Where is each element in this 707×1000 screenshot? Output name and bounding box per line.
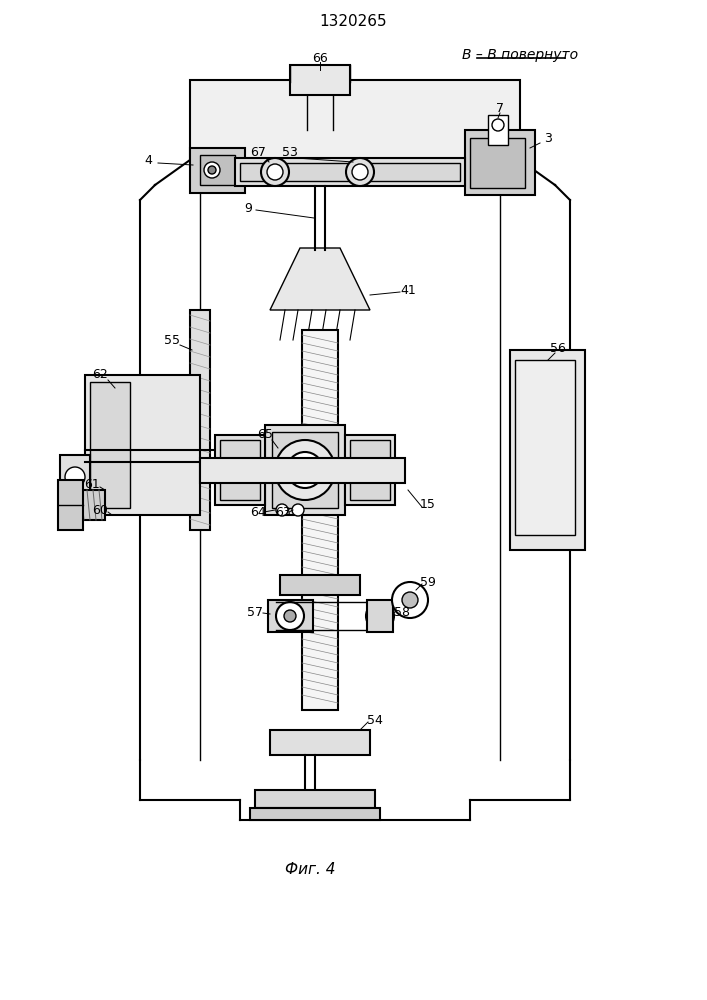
Bar (58, 480, 83, 530)
Circle shape (366, 602, 394, 630)
Text: 57: 57 (247, 605, 263, 618)
Text: 67: 67 (250, 145, 266, 158)
Bar (235, 158, 465, 186)
Text: 1320265: 1320265 (319, 14, 387, 29)
Circle shape (352, 164, 368, 180)
Bar (60, 455, 90, 500)
Bar (270, 730, 370, 755)
Text: 62: 62 (92, 368, 108, 381)
Text: 41: 41 (400, 284, 416, 296)
Circle shape (346, 158, 374, 186)
Text: 59: 59 (420, 576, 436, 588)
Text: Фиг. 4: Фиг. 4 (285, 862, 335, 878)
Text: 61: 61 (84, 479, 100, 491)
Text: 4: 4 (144, 153, 152, 166)
Bar (220, 440, 260, 500)
Circle shape (297, 462, 313, 478)
Bar (515, 360, 575, 535)
Bar (510, 350, 585, 550)
Circle shape (292, 504, 304, 516)
Bar (240, 163, 460, 181)
Bar (200, 155, 235, 185)
Bar (215, 435, 265, 505)
Bar (268, 600, 313, 632)
Text: 64: 64 (250, 506, 266, 518)
Text: 9: 9 (244, 202, 252, 215)
Text: 15: 15 (420, 498, 436, 512)
Bar (265, 425, 345, 515)
Bar (190, 148, 245, 193)
Text: 58: 58 (394, 605, 410, 618)
Circle shape (284, 610, 296, 622)
Text: В – В повернуто: В – В повернуто (462, 48, 578, 62)
Circle shape (267, 164, 283, 180)
Bar (255, 790, 375, 808)
Text: 65: 65 (257, 428, 273, 442)
Circle shape (276, 602, 304, 630)
Circle shape (275, 440, 335, 500)
Circle shape (204, 162, 220, 178)
Circle shape (208, 166, 216, 174)
Bar (200, 458, 405, 483)
Bar (488, 115, 508, 145)
Text: 63: 63 (275, 506, 291, 518)
Bar (470, 138, 525, 188)
Text: 66: 66 (312, 51, 328, 64)
Circle shape (287, 452, 323, 488)
Circle shape (261, 158, 289, 186)
Bar (250, 808, 380, 820)
Circle shape (492, 119, 504, 131)
Bar (367, 600, 393, 632)
Bar (280, 575, 360, 595)
Text: 7: 7 (496, 102, 504, 114)
Bar (272, 432, 338, 508)
Text: 54: 54 (367, 714, 383, 726)
Circle shape (402, 592, 418, 608)
Bar (60, 490, 105, 520)
Bar (465, 130, 535, 195)
Text: 60: 60 (92, 504, 108, 516)
Text: 56: 56 (550, 342, 566, 355)
Text: 53: 53 (282, 145, 298, 158)
Bar (290, 65, 350, 95)
Text: 55: 55 (164, 334, 180, 347)
Text: 3: 3 (544, 131, 552, 144)
Bar (345, 435, 395, 505)
Bar (350, 440, 390, 500)
Bar (190, 80, 520, 160)
Bar (190, 310, 210, 530)
Bar (302, 330, 338, 710)
Polygon shape (270, 248, 370, 310)
Circle shape (65, 467, 85, 487)
Circle shape (374, 610, 386, 622)
Circle shape (392, 582, 428, 618)
Circle shape (276, 504, 288, 516)
Bar (85, 375, 200, 515)
Bar (90, 382, 130, 508)
